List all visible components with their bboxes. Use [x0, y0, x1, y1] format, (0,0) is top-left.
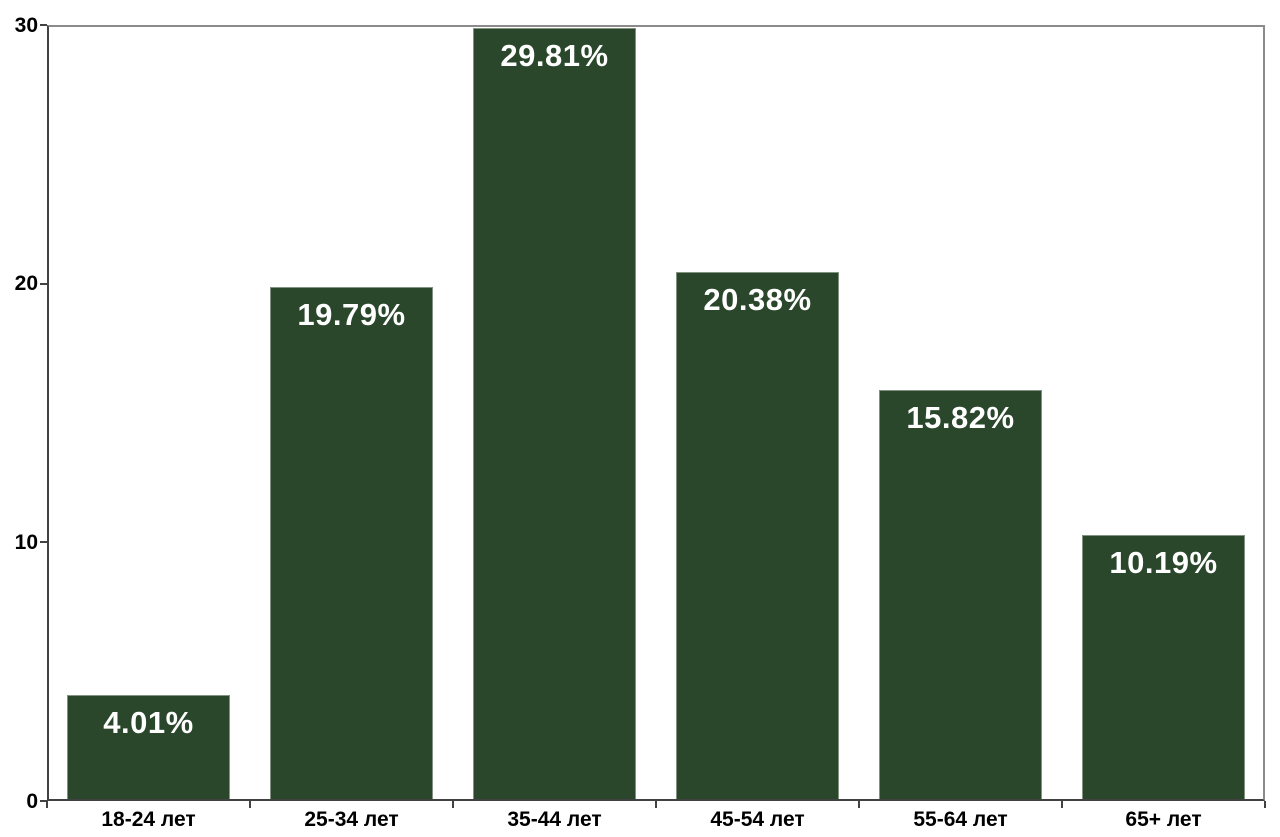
bar-value-label: 4.01%	[103, 705, 194, 741]
y-tick-mark	[40, 541, 47, 544]
x-tick-mark	[452, 801, 454, 808]
y-tick-label: 10	[14, 530, 38, 554]
y-tick-mark	[40, 24, 47, 26]
x-category-label: 18-24 лет	[101, 808, 196, 831]
y-tick-label: 20	[14, 272, 38, 296]
bar-value-label: 10.19%	[1109, 545, 1218, 581]
bar-value-label: 20.38%	[703, 281, 812, 317]
x-category-label: 25-34 лет	[304, 808, 399, 831]
x-tick-mark	[1264, 801, 1266, 808]
x-tick-mark	[249, 801, 251, 808]
bar-45-54 лет[interactable]: 20.38%	[676, 271, 839, 799]
y-tick-label: 30	[14, 13, 38, 37]
bar-25-34 лет[interactable]: 19.79%	[270, 287, 433, 799]
y-tick-mark	[40, 800, 47, 802]
bar-18-24 лет[interactable]: 4.01%	[67, 695, 230, 799]
bar-65+ лет[interactable]: 10.19%	[1082, 535, 1245, 799]
plot-area: 4.01% 19.79% 29.81% 20.38% 15.82% 10.19%	[47, 25, 1265, 801]
x-category-label: 35-44 лет	[507, 808, 602, 831]
x-category-label: 55-64 лет	[913, 808, 1008, 831]
bar-35-44 лет[interactable]: 29.81%	[473, 27, 636, 799]
x-category-label: 45-54 лет	[710, 808, 805, 831]
x-tick-mark	[655, 801, 657, 808]
bar-value-label: 15.82%	[906, 399, 1015, 435]
bar-55-64 лет[interactable]: 15.82%	[879, 389, 1042, 799]
y-tick-label: 0	[26, 789, 38, 813]
x-tick-mark	[858, 801, 860, 808]
y-tick-mark	[40, 282, 47, 285]
x-tick-mark	[46, 801, 48, 808]
bar-value-label: 19.79%	[297, 297, 406, 333]
x-tick-mark	[1061, 801, 1063, 808]
x-category-label: 65+ лет	[1125, 808, 1202, 831]
bar-value-label: 29.81%	[500, 37, 609, 73]
